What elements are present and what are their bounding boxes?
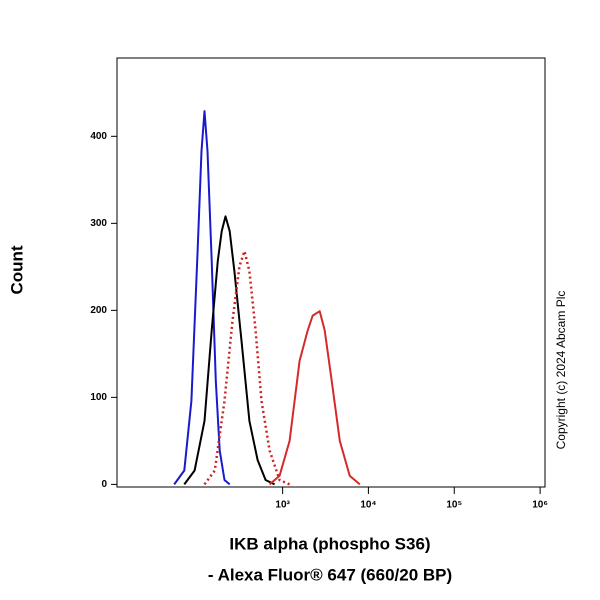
x-axis-label: IKB alpha (phospho S36) [229,534,430,553]
y-tick-label: 100 [90,392,107,403]
copyright: Copyright (c) 2024 Abcam Plc [554,291,568,450]
histogram-line [173,110,231,486]
histogram-line [203,249,291,486]
x-axis-label: - Alexa Fluor® 647 (660/20 BP) [208,565,452,584]
y-tick-label: 200 [90,305,107,316]
x-tick-label: 10⁵ [446,500,462,511]
y-tick-label: 0 [101,479,107,490]
y-axis-label: Count [7,245,26,294]
y-tick-label: 300 [90,218,107,229]
histogram-line [268,310,361,486]
plot-frame [116,57,546,488]
x-tick-label: 10⁴ [360,500,376,511]
x-tick-label: 10³ [275,500,290,511]
histogram-line [183,215,276,486]
y-tick-label: 400 [90,131,107,142]
x-tick-label: 10⁶ [532,500,548,511]
